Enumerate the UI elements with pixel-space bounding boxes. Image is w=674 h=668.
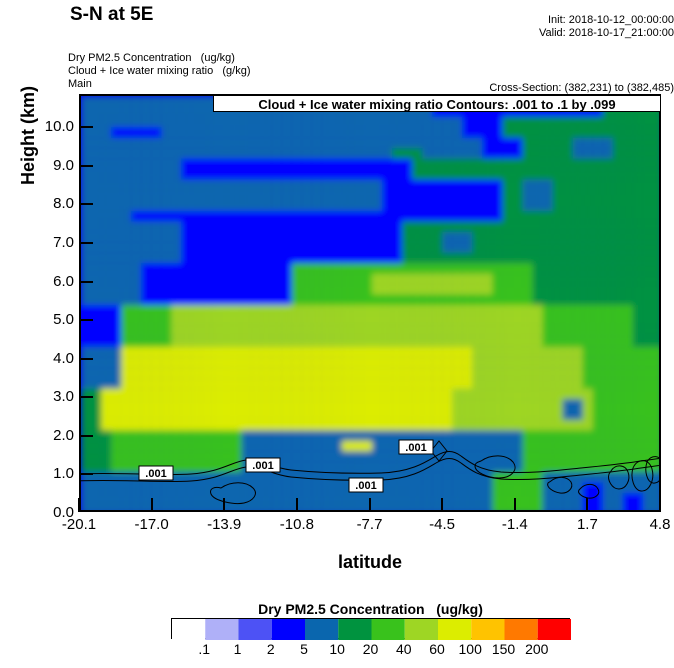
svg-text:.001: .001 xyxy=(355,480,376,492)
svg-text:.001: .001 xyxy=(145,468,166,480)
svg-text:.001: .001 xyxy=(252,460,273,472)
svg-text:.001: .001 xyxy=(405,442,426,454)
